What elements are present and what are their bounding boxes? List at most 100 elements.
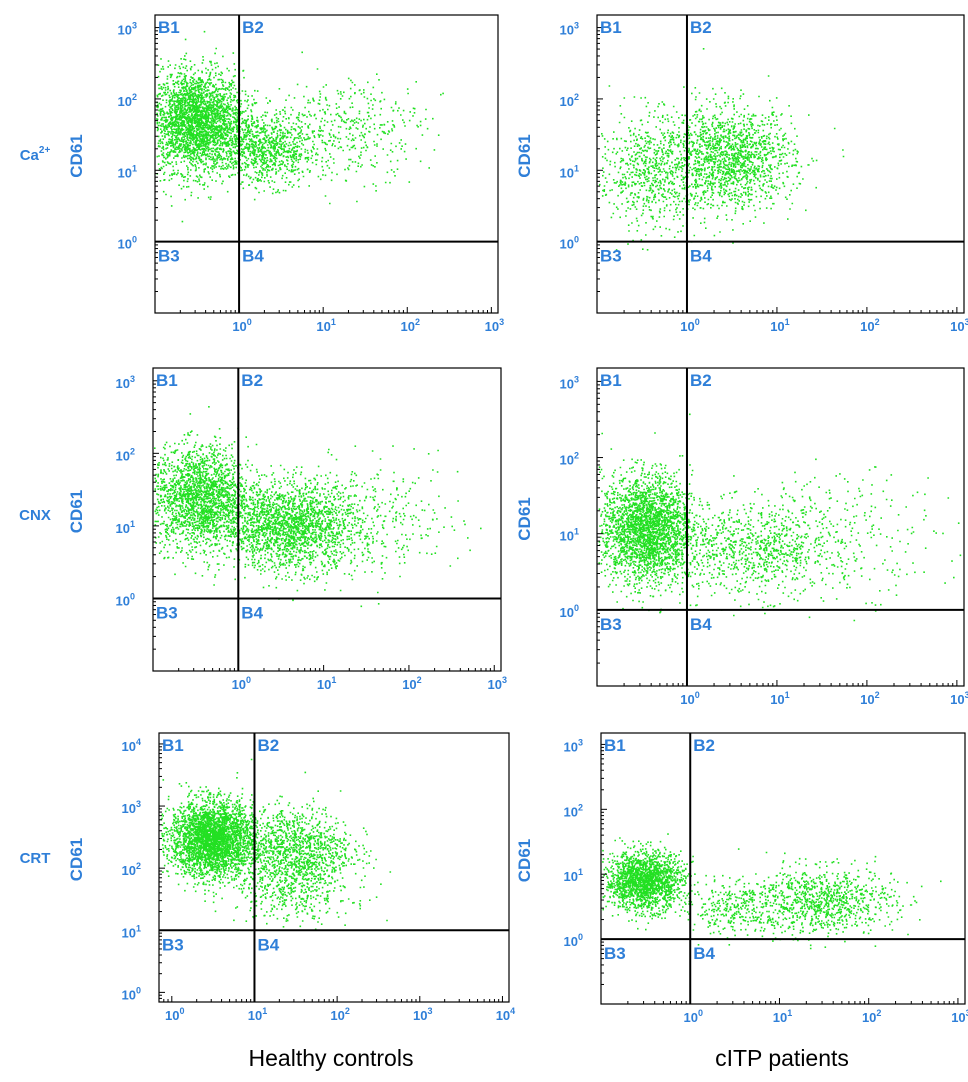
quadrant-label-b4: B4 — [257, 935, 279, 954]
tick-base: 10 — [680, 319, 694, 334]
tick-exponent: 3 — [136, 799, 141, 809]
tick-base: 10 — [317, 677, 331, 692]
tick-exponent: 1 — [130, 519, 135, 529]
tick-base: 10 — [564, 869, 578, 884]
tick-base: 10 — [248, 1008, 262, 1023]
quadrant-label-b3: B3 — [158, 247, 180, 266]
tick-base: 10 — [402, 677, 416, 692]
tick-exponent: 0 — [698, 1008, 703, 1018]
quadrant-label-b3: B3 — [600, 615, 622, 634]
tick-exponent: 3 — [130, 374, 135, 384]
tick-exponent: 4 — [136, 737, 141, 747]
y-tick-label: 101 — [118, 163, 137, 180]
tick-exponent: 1 — [574, 163, 579, 173]
tick-base: 10 — [560, 23, 574, 38]
row-label-base: CRT — [20, 850, 51, 867]
x-tick-label: 101 — [770, 690, 789, 707]
tick-exponent: 2 — [875, 690, 880, 700]
quadrant-label-b3: B3 — [600, 247, 622, 266]
plot-frame — [154, 14, 499, 314]
tick-exponent: 1 — [132, 163, 137, 173]
y-tick-label: 104 — [122, 737, 141, 754]
y-tick-label: 100 — [118, 235, 137, 252]
tick-base: 10 — [564, 804, 578, 819]
cluster-cnx-healthy-1 — [184, 454, 438, 602]
x-tick-label: 102 — [330, 1006, 349, 1023]
tick-base: 10 — [122, 987, 136, 1002]
y-axis-label: CD61 — [67, 490, 86, 533]
tick-exponent: 3 — [132, 21, 137, 31]
tick-exponent: 1 — [136, 923, 141, 933]
tick-exponent: 2 — [345, 1006, 350, 1016]
tick-exponent: 3 — [965, 690, 968, 700]
y-axis-label: CD61 — [515, 839, 534, 882]
cluster-points — [193, 89, 375, 205]
y-tick-label: 102 — [122, 861, 141, 878]
cluster-ca-healthy-1 — [193, 89, 375, 205]
tick-exponent: 0 — [695, 690, 700, 700]
tick-base: 10 — [496, 1008, 510, 1023]
x-tick-label: 103 — [485, 317, 504, 334]
tick-exponent: 0 — [578, 932, 583, 942]
tick-base: 10 — [116, 521, 130, 536]
y-tick-label: 101 — [560, 163, 579, 180]
cluster-points — [631, 75, 845, 244]
cluster-cnx-healthy-0 — [154, 406, 280, 578]
quadrant-label-b1: B1 — [604, 736, 626, 755]
tick-base: 10 — [165, 1008, 179, 1023]
dots-crt-citp — [602, 833, 942, 950]
x-tick-label: 102 — [402, 675, 421, 692]
plot-frame — [158, 732, 510, 1003]
tick-exponent: 1 — [262, 1006, 267, 1016]
tick-exponent: 2 — [132, 92, 137, 102]
x-tick-label: 100 — [680, 317, 699, 334]
tick-exponent: 0 — [247, 317, 252, 327]
y-tick-label: 100 — [116, 591, 135, 608]
quadrant-label-b1: B1 — [600, 371, 622, 390]
x-tick-label: 101 — [773, 1008, 792, 1025]
quadrant-label-b2: B2 — [690, 371, 712, 390]
x-tick-label: 103 — [413, 1006, 432, 1023]
tick-exponent: 1 — [785, 317, 790, 327]
tick-exponent: 0 — [695, 317, 700, 327]
row-label: Ca2+ — [20, 145, 51, 164]
x-tick-label: 103 — [951, 1008, 968, 1025]
x-tick-label: 100 — [680, 690, 699, 707]
tick-base: 10 — [401, 319, 415, 334]
row-label-superscript: 2+ — [39, 145, 51, 156]
tick-base: 10 — [770, 319, 784, 334]
tick-base: 10 — [560, 529, 574, 544]
quadrant-label-b4: B4 — [241, 603, 263, 622]
plot-frame — [596, 367, 965, 687]
tick-base: 10 — [860, 319, 874, 334]
tick-exponent: 3 — [574, 21, 579, 31]
tick-exponent: 3 — [502, 675, 507, 685]
tick-exponent: 0 — [574, 603, 579, 613]
quadrant-label-b2: B2 — [690, 18, 712, 37]
tick-base: 10 — [862, 1010, 876, 1025]
tick-exponent: 2 — [578, 802, 583, 812]
y-tick-label: 101 — [122, 923, 141, 940]
x-tick-label: 102 — [860, 690, 879, 707]
quadrant-label-b1: B1 — [156, 371, 178, 390]
dots-cnx-citp — [598, 413, 962, 622]
y-tick-label: 103 — [560, 374, 579, 391]
tick-base: 10 — [232, 319, 246, 334]
dots-cnx-healthy — [154, 406, 482, 608]
cluster-ca-citp-1 — [599, 48, 728, 252]
tick-exponent: 1 — [574, 527, 579, 537]
quadrant-label-b1: B1 — [158, 18, 180, 37]
y-tick-label: 101 — [116, 519, 135, 536]
tick-exponent: 0 — [574, 235, 579, 245]
row-label: CNX — [19, 507, 51, 524]
column-label: cITP patients — [715, 1045, 849, 1071]
quadrant-label-b2: B2 — [693, 736, 715, 755]
quadrant-label-b2: B2 — [257, 736, 279, 755]
y-tick-label: 102 — [116, 446, 135, 463]
quadrant-label-b4: B4 — [693, 944, 715, 963]
tick-marks — [596, 380, 958, 687]
x-tick-label: 101 — [317, 675, 336, 692]
y-tick-label: 100 — [560, 603, 579, 620]
